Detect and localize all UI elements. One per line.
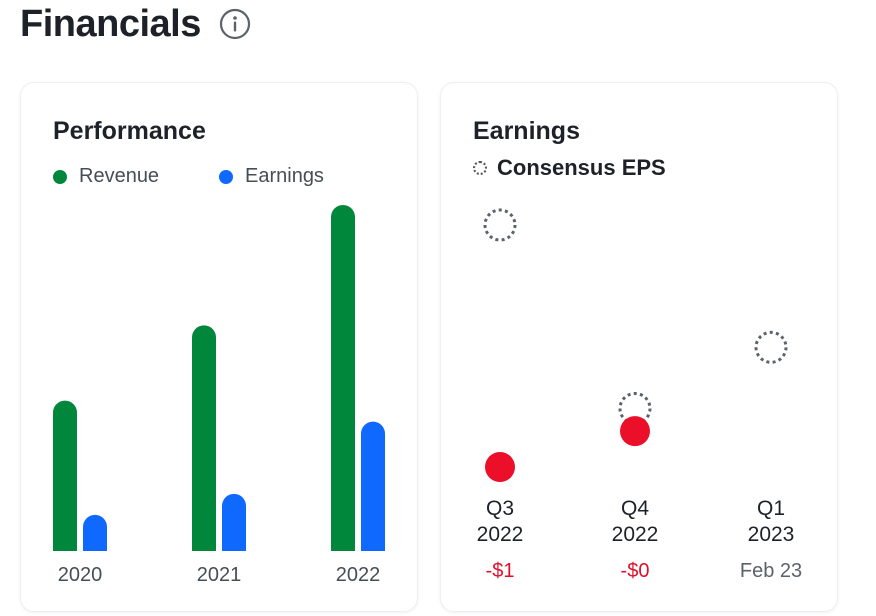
legend-revenue: Revenue: [53, 165, 159, 188]
eps-result-label: -$1: [486, 560, 515, 582]
revenue-legend-dot: [53, 169, 67, 184]
x-tick-label: 2020: [58, 564, 103, 586]
page-title: Financials: [20, 2, 201, 45]
x-tick-label: 2022: [336, 564, 381, 586]
bar-earnings-2020: [83, 514, 107, 551]
bar-revenue-2022: [331, 205, 355, 551]
consensus-eps-point: [754, 330, 788, 364]
legend-consensus-eps: Consensus EPS: [473, 155, 666, 181]
bar-earnings-2022: [361, 421, 385, 551]
year-label: 2022: [477, 523, 524, 546]
earnings-chart: Q3 2022 -$1 Q4 2022 -$0 Q1 2023 Feb 23: [477, 208, 802, 582]
earnings-card[interactable]: Earnings Consensus EPS Q3 2022 -$1 Q4 2022 -$…: [440, 82, 838, 612]
info-icon[interactable]: [219, 8, 251, 40]
legend-revenue-label: Revenue: [79, 165, 160, 187]
consensus-eps-point: [483, 208, 517, 242]
performance-title: Performance: [53, 117, 206, 145]
eps-result-label: -$0: [621, 560, 650, 582]
consensus-ring-icon: [473, 161, 487, 175]
bar-revenue-2021: [192, 325, 216, 551]
actual-eps-point: [485, 452, 515, 482]
bar-earnings-2021: [222, 493, 246, 551]
x-tick-label: 2021: [197, 564, 242, 586]
performance-card[interactable]: Performance Revenue Earnings 2020 2021 202…: [20, 82, 418, 612]
quarter-label: Q3: [486, 497, 514, 520]
financials-header: Financials: [20, 0, 251, 48]
quarter-label: Q1: [757, 497, 785, 520]
year-label: 2022: [612, 523, 659, 546]
legend-earnings-label: Earnings: [245, 165, 324, 187]
quarter-label: Q4: [621, 497, 649, 520]
actual-eps-point: [620, 416, 650, 447]
legend-consensus-label: Consensus EPS: [497, 155, 666, 180]
eps-result-label: Feb 23: [740, 560, 802, 582]
earnings-legend-dot: [219, 169, 233, 184]
legend-earnings: Earnings: [219, 165, 324, 188]
consensus-eps-point: [618, 391, 652, 425]
year-label: 2023: [748, 523, 795, 546]
performance-chart: 2020 2021 2022: [53, 205, 385, 586]
bar-revenue-2020: [53, 400, 77, 551]
earnings-title: Earnings: [473, 117, 580, 145]
